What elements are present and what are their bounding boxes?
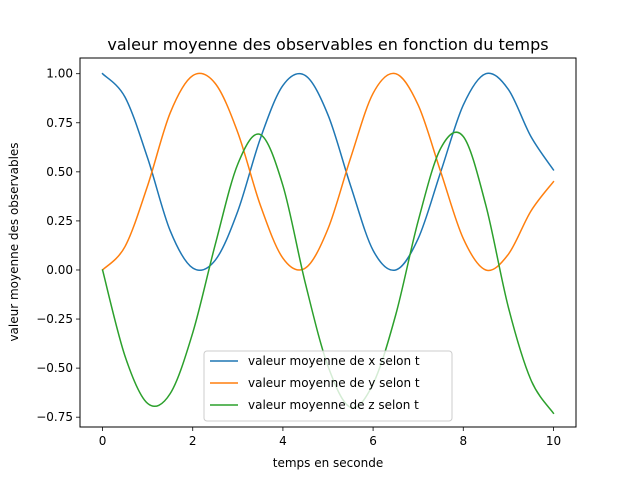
plot-frame <box>79 57 577 428</box>
legend-box <box>203 350 453 422</box>
x-axis: 0 2 4 6 8 10 <box>99 427 561 448</box>
x-tick-label: 2 <box>189 434 197 448</box>
y-tick-label: −0.25 <box>36 312 73 326</box>
x-tick-label: 0 <box>99 434 107 448</box>
y-tick-label: 0.50 <box>46 165 73 179</box>
legend-label-1: valeur moyenne de x selon t <box>248 354 420 368</box>
x-axis-label: temps en seconde <box>273 456 383 470</box>
chart-title: valeur moyenne des observables en foncti… <box>107 35 548 54</box>
y-tick-label: 1.00 <box>46 67 73 81</box>
y-axis-label: valeur moyenne des observables <box>7 142 21 341</box>
x-tick-label: 8 <box>459 434 467 448</box>
y-axis: −0.75 −0.50 −0.25 0.00 0.25 0.50 0.75 1.00 <box>36 67 80 424</box>
x-tick-label: 10 <box>546 434 561 448</box>
x-tick-label: 4 <box>279 434 287 448</box>
legend-label-3: valeur moyenne de z selon t <box>248 398 419 412</box>
y-tick-label: −0.50 <box>36 361 73 375</box>
x-tick-label: 6 <box>369 434 377 448</box>
y-tick-label: 0.00 <box>46 263 73 277</box>
legend-label-2: valeur moyenne de y selon t <box>248 376 420 390</box>
y-tick-label: 0.25 <box>46 214 73 228</box>
series-line-1 <box>101 72 555 272</box>
y-tick-label: −0.75 <box>36 410 73 424</box>
legend: valeur moyenne de x selon t valeur moyenn… <box>203 350 453 422</box>
series-line-2 <box>101 72 555 272</box>
y-tick-label: 0.75 <box>46 116 73 130</box>
